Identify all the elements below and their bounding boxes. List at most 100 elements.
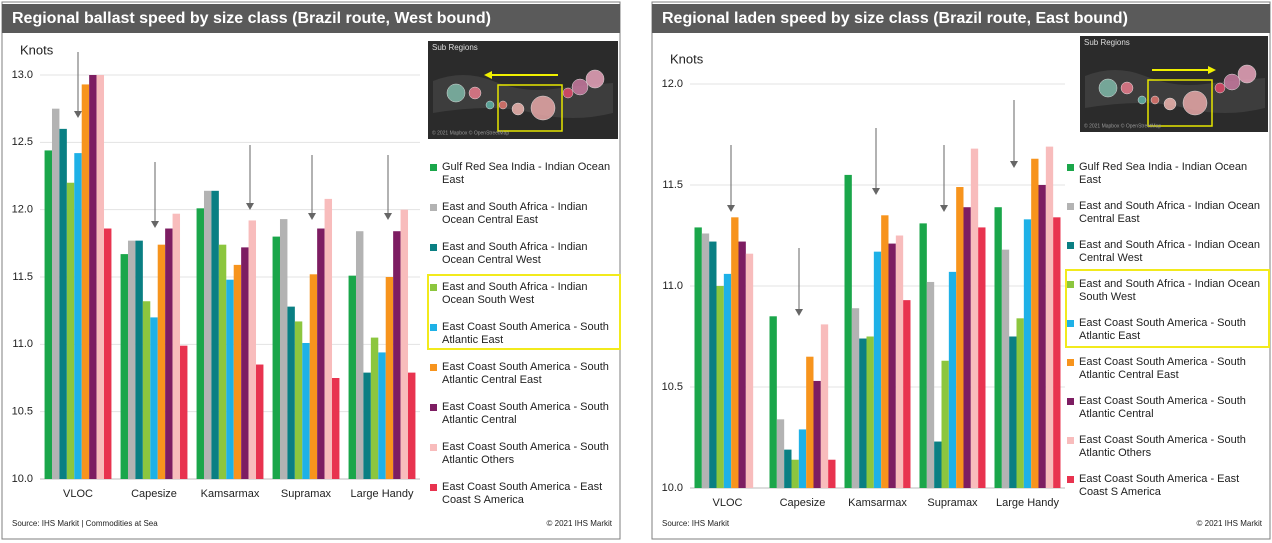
legend-label: East Coast South America - South Atlanti… xyxy=(1079,434,1246,459)
inset-bubble xyxy=(1120,81,1134,95)
bar xyxy=(272,236,280,479)
x-tick-label: Large Handy xyxy=(351,488,414,500)
legend-item: East Coast South America - South Atlanti… xyxy=(430,321,612,347)
pointer-arrowhead xyxy=(246,203,254,210)
bar xyxy=(302,342,310,479)
inset-bubble xyxy=(485,100,495,110)
inset-bubble xyxy=(1182,90,1208,116)
y-tick-label: 10.5 xyxy=(12,406,33,418)
inset-land xyxy=(433,75,613,118)
bar xyxy=(895,235,904,488)
bar xyxy=(226,279,234,479)
bar xyxy=(241,247,249,479)
bar xyxy=(1001,249,1010,488)
y-tick-label: 12.0 xyxy=(662,78,683,90)
legend-swatch xyxy=(430,404,437,411)
bar xyxy=(51,108,60,480)
inset-bubble xyxy=(562,87,574,99)
x-tick-label: VLOC xyxy=(63,488,93,500)
legend-swatch xyxy=(430,164,437,171)
legend-swatch xyxy=(1067,242,1074,249)
legend-item: East Coast South America - South Atlanti… xyxy=(430,361,612,387)
legend-swatch xyxy=(1067,281,1074,288)
inset-bubble xyxy=(468,86,482,100)
legend-label: East Coast South America - South Atlanti… xyxy=(1079,395,1246,420)
bar xyxy=(1031,158,1039,489)
legend-label: East Coast South America - South Atlanti… xyxy=(1079,317,1246,342)
bar xyxy=(408,372,416,479)
bar xyxy=(1016,318,1024,488)
inset-land xyxy=(1085,70,1265,113)
inset-bubble xyxy=(1137,95,1147,105)
bar xyxy=(142,301,151,479)
bar xyxy=(978,227,986,489)
inset-bubble xyxy=(1223,73,1241,91)
legend-item: Gulf Red Sea India - Indian Ocean East xyxy=(430,161,612,187)
bar xyxy=(393,231,401,479)
legend-swatch xyxy=(1067,437,1074,444)
x-tick-label: Kamsarmax xyxy=(848,497,907,509)
bar xyxy=(1023,219,1032,488)
bar xyxy=(903,300,911,488)
bar xyxy=(1045,146,1054,488)
bar xyxy=(74,153,82,479)
bar xyxy=(59,128,67,479)
legend-item: East and South Africa - Indian Ocean Cen… xyxy=(1067,200,1262,226)
bar xyxy=(941,360,949,488)
bar xyxy=(294,321,303,479)
inset-highlight xyxy=(1147,79,1213,127)
legend-highlight xyxy=(427,274,621,350)
inset-bubble xyxy=(511,102,525,116)
bar xyxy=(324,198,333,480)
y-tick-label: 10.0 xyxy=(12,473,33,485)
bar xyxy=(716,286,724,488)
bar xyxy=(859,338,867,488)
legend-swatch xyxy=(430,284,437,291)
bar xyxy=(44,150,52,479)
y-tick-label: 13.0 xyxy=(12,69,33,81)
bar xyxy=(165,228,173,479)
bar xyxy=(309,274,318,479)
bar xyxy=(203,190,212,479)
bar xyxy=(1009,336,1017,488)
bar xyxy=(256,364,264,479)
legend-swatch xyxy=(1067,398,1074,405)
bar xyxy=(709,241,717,488)
pointer-arrowhead xyxy=(795,309,803,316)
bar xyxy=(127,240,136,479)
legend-item: East Coast South America - South Atlanti… xyxy=(1067,395,1262,421)
legend-label: East Coast South America - East Coast S … xyxy=(442,481,603,506)
legend-label: Gulf Red Sea India - Indian Ocean East xyxy=(1079,161,1248,186)
bar xyxy=(332,378,340,479)
inset-bubble xyxy=(571,78,589,96)
legend-swatch xyxy=(430,324,437,331)
legend-item: East and South Africa - Indian Ocean Sou… xyxy=(430,281,612,307)
legend-label: East Coast South America - South Atlanti… xyxy=(442,361,609,386)
bar xyxy=(888,243,896,488)
bar xyxy=(844,174,852,488)
legend-label: East and South Africa - Indian Ocean Cen… xyxy=(1079,200,1261,225)
legend-swatch xyxy=(430,484,437,491)
inset-title: Sub Regions xyxy=(432,43,478,52)
pointer-arrowhead xyxy=(727,205,735,212)
bar xyxy=(150,317,158,479)
bar xyxy=(963,207,971,488)
legend-swatch xyxy=(1067,164,1074,171)
bar xyxy=(348,275,356,479)
inset-arrowhead xyxy=(484,71,492,79)
bar xyxy=(994,207,1002,488)
legend-item: East and South Africa - Indian Ocean Sou… xyxy=(1067,278,1262,304)
inset-credit: © 2021 Mapbox © OpenStreetMap xyxy=(432,129,509,136)
legend-item: East and South Africa - Indian Ocean Cen… xyxy=(1067,239,1262,265)
bar xyxy=(385,277,394,479)
x-tick-label: Kamsarmax xyxy=(201,488,260,500)
inset-arrowhead xyxy=(1208,66,1216,74)
chart-title: Regional ballast speed by size class (Br… xyxy=(12,10,491,27)
pointer-arrowhead xyxy=(384,213,392,220)
legend-item: East Coast South America - South Atlanti… xyxy=(1067,434,1262,460)
bar xyxy=(776,419,785,488)
y-tick-label: 11.0 xyxy=(662,280,683,292)
bar xyxy=(180,345,188,479)
